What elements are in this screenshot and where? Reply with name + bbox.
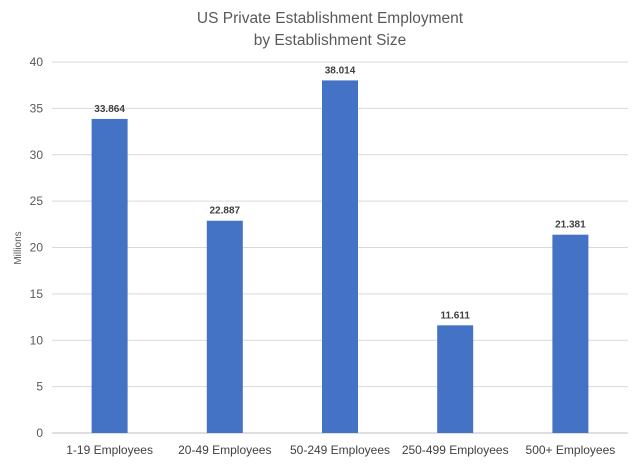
x-tick-label: 50-249 Employees xyxy=(290,443,390,457)
data-label: 22.887 xyxy=(210,206,241,217)
bar xyxy=(206,220,243,433)
data-label: 11.611 xyxy=(440,310,470,321)
y-tick-label: 35 xyxy=(30,101,44,115)
y-tick-label: 10 xyxy=(30,333,44,347)
y-tick-label: 30 xyxy=(30,148,44,162)
y-axis-ticks: 0 5 10 15 20 25 30 35 40 xyxy=(30,55,44,440)
y-tick-label: 5 xyxy=(36,380,43,394)
bar xyxy=(322,80,358,433)
bar xyxy=(552,234,589,433)
x-tick-label: 500+ Employees xyxy=(526,443,616,457)
data-label: 33.864 xyxy=(94,104,125,115)
x-tick-label: 250-499 Employees xyxy=(402,443,509,457)
data-label: 38.014 xyxy=(325,65,356,76)
bar xyxy=(437,325,474,433)
data-label: 21.381 xyxy=(555,220,586,231)
y-tick-label: 20 xyxy=(30,241,44,255)
y-tick-label: 40 xyxy=(30,55,44,69)
x-axis-ticks: 1-19 Employees 20-49 Employees 50-249 Empl… xyxy=(66,443,615,457)
y-axis-label: Millions xyxy=(13,231,24,264)
x-tick-label: 20-49 Employees xyxy=(178,443,271,457)
y-tick-label: 15 xyxy=(30,287,44,301)
data-labels: 33.864 22.887 38.014 11.611 21.381 xyxy=(94,65,586,321)
chart-title: US Private Establishment Employment xyxy=(197,10,464,27)
chart-subtitle: by Establishment Size xyxy=(254,32,407,49)
bar xyxy=(91,118,128,433)
y-tick-label: 25 xyxy=(30,194,44,208)
x-tick-label: 1-19 Employees xyxy=(66,443,153,457)
bars xyxy=(91,80,589,433)
y-tick-label: 0 xyxy=(36,426,43,440)
